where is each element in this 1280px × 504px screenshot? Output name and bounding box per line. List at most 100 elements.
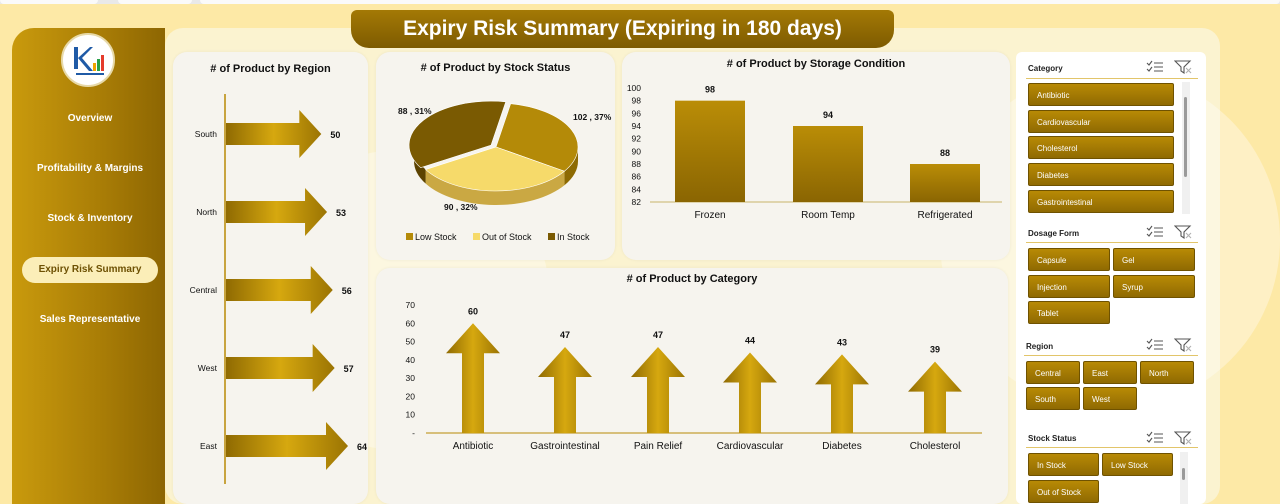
category-bar <box>723 352 777 433</box>
storage-data-label: 94 <box>823 110 833 120</box>
storage-tick-label: 86 <box>632 172 642 182</box>
category-tick-label: 40 <box>406 355 416 365</box>
category-tick-label: - <box>412 428 415 438</box>
storage-tick-label: 92 <box>632 134 642 144</box>
storage-chart-card: # of Product by Storage Condition 82 84 86… <box>622 52 1010 260</box>
nav-stock-inventory[interactable]: Stock & Inventory <box>47 213 133 224</box>
pie-data-label: 90 , 32% <box>444 202 478 212</box>
nav-expiry-risk[interactable]: Expiry Risk Summary <box>22 257 158 283</box>
category-scrollbar[interactable] <box>1182 82 1190 214</box>
slicer-region-west[interactable]: West <box>1083 387 1137 410</box>
stock-status-chart: 88 , 31% 90 , 32% 102 , 37% Low Stock Out of… <box>398 100 612 242</box>
region-bar <box>226 110 322 158</box>
slicer-region-south[interactable]: South <box>1026 387 1080 410</box>
category-tick-label: Cholesterol <box>910 441 961 452</box>
multi-select-icon[interactable] <box>1146 338 1164 352</box>
slicer-stock-out-of-stock[interactable]: Out of Stock <box>1028 480 1099 503</box>
storage-bar <box>910 164 980 202</box>
category-chart: - 10 20 30 40 50 60 70 60 Antibiotic 47 Gastrointes… <box>406 300 982 452</box>
slicer-dosage-injection[interactable]: Injection <box>1028 275 1110 298</box>
slicer-stock-in-stock[interactable]: In Stock <box>1028 453 1099 476</box>
slicer-region-central[interactable]: Central <box>1026 361 1080 384</box>
clear-filter-icon[interactable] <box>1174 225 1192 239</box>
stock-scrollbar[interactable] <box>1180 452 1188 504</box>
category-data-label: 47 <box>560 330 570 340</box>
slicer-category-cholesterol[interactable]: Cholesterol <box>1028 136 1174 159</box>
region-data-label: 57 <box>344 364 354 374</box>
divider <box>1026 447 1198 448</box>
region-slicer-title: Region <box>1026 342 1054 351</box>
slicer-category-diabetes[interactable]: Diabetes <box>1028 163 1174 186</box>
pie-slice-side <box>425 169 565 206</box>
region-chart: South 50 North 53 Central 56 West 57 East 64 <box>190 94 367 484</box>
clear-filter-icon[interactable] <box>1174 60 1192 74</box>
storage-data-label: 88 <box>940 148 950 158</box>
region-chart-card: # of Product by Region South 50 North 53 Cen… <box>173 52 368 504</box>
legend-label: Out of Stock <box>482 232 532 242</box>
slicer-category-cardiovascular[interactable]: Cardiovascular <box>1028 110 1174 133</box>
nav-sales-representative[interactable]: Sales Representative <box>39 314 141 325</box>
category-tick-label: 70 <box>406 300 416 310</box>
pie-slice <box>495 103 579 172</box>
storage-tick-label: Refrigerated <box>917 210 972 221</box>
clear-filter-icon[interactable] <box>1174 338 1192 352</box>
region-tick-label: North <box>196 207 217 217</box>
region-bar <box>226 422 348 470</box>
region-data-label: 56 <box>342 286 352 296</box>
multi-select-icon[interactable] <box>1146 60 1164 74</box>
slicer-panel: Category Antibiotic Cardiovascular Chole… <box>1016 52 1206 504</box>
slicer-region-east[interactable]: East <box>1083 361 1137 384</box>
region-data-label: 50 <box>330 130 340 140</box>
category-bar <box>908 361 962 433</box>
storage-tick-label: 88 <box>632 159 642 169</box>
pie-slice <box>424 146 566 192</box>
region-tick-label: West <box>198 363 218 373</box>
category-data-label: 47 <box>653 330 663 340</box>
region-tick-label: Central <box>190 285 218 295</box>
region-tick-label: South <box>195 129 217 139</box>
slicer-category-antibiotic[interactable]: Antibiotic <box>1028 83 1174 106</box>
stock-status-chart-title: # of Product by Stock Status <box>420 62 571 74</box>
slicer-region-north[interactable]: North <box>1140 361 1194 384</box>
category-bar <box>631 347 685 433</box>
storage-tick-label: 100 <box>627 83 641 93</box>
category-data-label: 44 <box>745 336 755 346</box>
dosage-slicer-title: Dosage Form <box>1028 229 1080 238</box>
scroll-thumb[interactable] <box>1182 468 1185 480</box>
storage-bar <box>675 100 745 202</box>
category-bar <box>815 354 869 433</box>
slicer-dosage-syrup[interactable]: Syrup <box>1113 275 1195 298</box>
legend-swatch <box>548 233 555 240</box>
scroll-thumb[interactable] <box>1184 97 1187 177</box>
nav-profitability[interactable]: Profitability & Margins <box>36 163 144 174</box>
multi-select-icon[interactable] <box>1146 431 1164 445</box>
pie-data-label: 88 , 31% <box>398 106 432 116</box>
category-tick-label: 30 <box>406 373 416 383</box>
slicer-category-gastrointestinal[interactable]: Gastrointestinal <box>1028 190 1174 213</box>
category-tick-label: Diabetes <box>822 441 861 452</box>
category-tick-label: Pain Relief <box>634 441 683 452</box>
category-chart-title: # of Product by Category <box>626 273 758 285</box>
slicer-stock-low-stock[interactable]: Low Stock <box>1102 453 1173 476</box>
slicer-dosage-capsule[interactable]: Capsule <box>1028 248 1110 271</box>
category-bar <box>538 347 592 433</box>
category-tick-label: 60 <box>406 318 416 328</box>
slicer-dosage-tablet[interactable]: Tablet <box>1028 301 1110 324</box>
storage-chart: 82 84 86 88 90 92 94 96 98 100 98 Frozen 94 Room Temp… <box>627 83 1002 221</box>
region-data-label: 53 <box>336 208 346 218</box>
divider <box>1026 78 1198 79</box>
category-tick-label: 50 <box>406 337 416 347</box>
legend-label: Low Stock <box>415 232 457 242</box>
region-data-label: 64 <box>357 442 367 452</box>
legend-label: In Stock <box>557 232 590 242</box>
nav-overview[interactable]: Overview <box>67 113 113 124</box>
clear-filter-icon[interactable] <box>1174 431 1192 445</box>
tab-stub <box>118 0 192 4</box>
category-slicer-title: Category <box>1028 64 1063 73</box>
legend-swatch <box>473 233 480 240</box>
divider <box>1026 242 1198 243</box>
storage-tick-label: 82 <box>632 197 642 207</box>
pie-slice-side <box>564 147 578 186</box>
slicer-dosage-gel[interactable]: Gel <box>1113 248 1195 271</box>
multi-select-icon[interactable] <box>1146 225 1164 239</box>
